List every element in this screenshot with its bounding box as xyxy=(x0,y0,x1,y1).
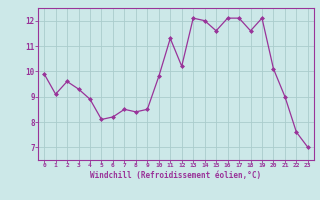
X-axis label: Windchill (Refroidissement éolien,°C): Windchill (Refroidissement éolien,°C) xyxy=(91,171,261,180)
